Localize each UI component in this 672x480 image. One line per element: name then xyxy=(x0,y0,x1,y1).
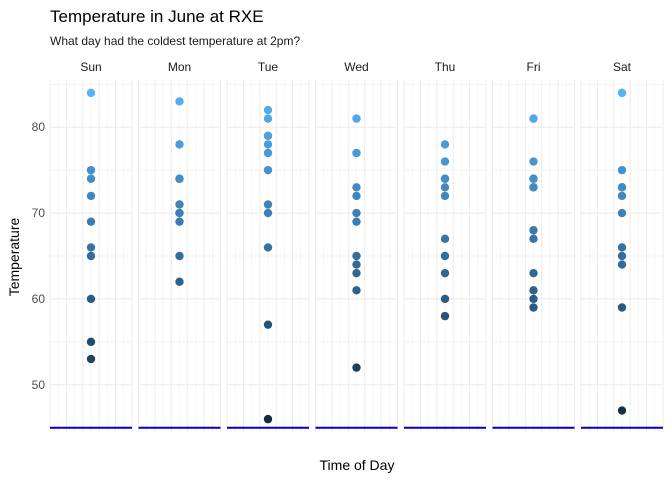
data-point xyxy=(617,260,627,269)
data-point xyxy=(529,303,538,312)
data-point xyxy=(263,148,273,158)
facet-panel-wed: Wed xyxy=(315,60,398,432)
data-point xyxy=(529,294,538,304)
data-point xyxy=(175,200,184,209)
facet-panel-thu: Thu xyxy=(403,60,487,432)
data-point xyxy=(263,200,273,209)
facet-panel-fri: Fri xyxy=(492,60,575,432)
data-point xyxy=(352,363,361,372)
data-point xyxy=(529,183,538,192)
facet-label: Wed xyxy=(344,60,368,74)
data-point xyxy=(440,251,450,261)
data-point xyxy=(86,294,96,304)
data-point xyxy=(529,268,538,278)
data-point xyxy=(86,191,96,201)
data-point xyxy=(440,294,450,304)
data-point xyxy=(352,148,361,158)
data-point xyxy=(529,234,538,244)
x-axis-title: Time of Day xyxy=(320,457,395,473)
data-point xyxy=(617,243,627,252)
data-point xyxy=(263,414,273,424)
data-point xyxy=(175,97,184,106)
data-point xyxy=(529,286,538,295)
data-point xyxy=(352,183,361,192)
data-point xyxy=(86,243,96,252)
facet-label: Sat xyxy=(613,60,632,74)
facet-panels: Sun Mon Tue Wed Thu Fri Sat xyxy=(49,60,664,432)
data-point xyxy=(352,191,361,201)
facet-label: Mon xyxy=(168,60,191,74)
data-point xyxy=(617,406,627,415)
data-point xyxy=(352,268,361,278)
data-point xyxy=(529,114,538,123)
data-point xyxy=(86,165,96,175)
data-point xyxy=(617,165,627,175)
data-point xyxy=(86,354,96,364)
y-axis-title: Temperature xyxy=(6,217,22,296)
data-point xyxy=(440,157,450,166)
data-point xyxy=(529,226,538,235)
data-point xyxy=(263,165,273,175)
data-point xyxy=(175,140,184,149)
data-point xyxy=(440,183,450,192)
facet-panel-sat: Sat xyxy=(580,60,664,432)
data-point xyxy=(175,208,184,218)
data-point xyxy=(86,337,96,347)
y-tick-labels: 50 60 70 80 xyxy=(32,120,46,392)
data-point xyxy=(617,88,627,98)
chart-subtitle: What day had the coldest temperature at … xyxy=(50,34,300,48)
facet-panel-mon: Mon xyxy=(138,60,221,432)
data-point xyxy=(617,183,627,192)
chart-title: Temperature in June at RXE xyxy=(50,7,264,26)
facet-label: Tue xyxy=(258,60,279,74)
data-point xyxy=(175,251,184,261)
data-point xyxy=(175,277,184,286)
data-point xyxy=(175,174,184,183)
data-point xyxy=(263,140,273,149)
data-point xyxy=(352,286,361,295)
data-point xyxy=(617,251,627,261)
data-point xyxy=(440,311,450,321)
data-point xyxy=(529,174,538,183)
data-point xyxy=(263,131,273,141)
data-point xyxy=(617,208,627,218)
data-point xyxy=(617,303,627,312)
data-point xyxy=(263,320,273,329)
data-point xyxy=(440,191,450,201)
y-tick-label: 60 xyxy=(32,292,46,306)
data-point xyxy=(529,157,538,166)
data-point xyxy=(440,174,450,183)
data-point xyxy=(440,234,450,244)
y-tick-label: 80 xyxy=(32,120,46,134)
data-point xyxy=(263,114,273,123)
data-point xyxy=(352,217,361,226)
data-point xyxy=(352,114,361,123)
data-point xyxy=(175,217,184,226)
facet-panel-tue: Tue xyxy=(226,60,310,432)
data-point xyxy=(352,260,361,269)
data-point xyxy=(263,105,273,115)
facet-label: Thu xyxy=(435,60,456,74)
data-point xyxy=(440,268,450,278)
data-point xyxy=(440,140,450,149)
data-point xyxy=(86,251,96,261)
y-tick-label: 70 xyxy=(32,206,46,220)
data-point xyxy=(352,251,361,261)
facet-label: Sun xyxy=(80,60,101,74)
data-point xyxy=(86,174,96,183)
facet-panel-sun: Sun xyxy=(49,60,133,432)
data-point xyxy=(352,208,361,218)
y-tick-label: 50 xyxy=(32,378,46,392)
facet-label: Fri xyxy=(527,60,541,74)
data-point xyxy=(86,217,96,226)
data-point xyxy=(263,208,273,218)
data-point xyxy=(86,88,96,98)
data-point xyxy=(617,191,627,201)
data-point xyxy=(263,243,273,252)
